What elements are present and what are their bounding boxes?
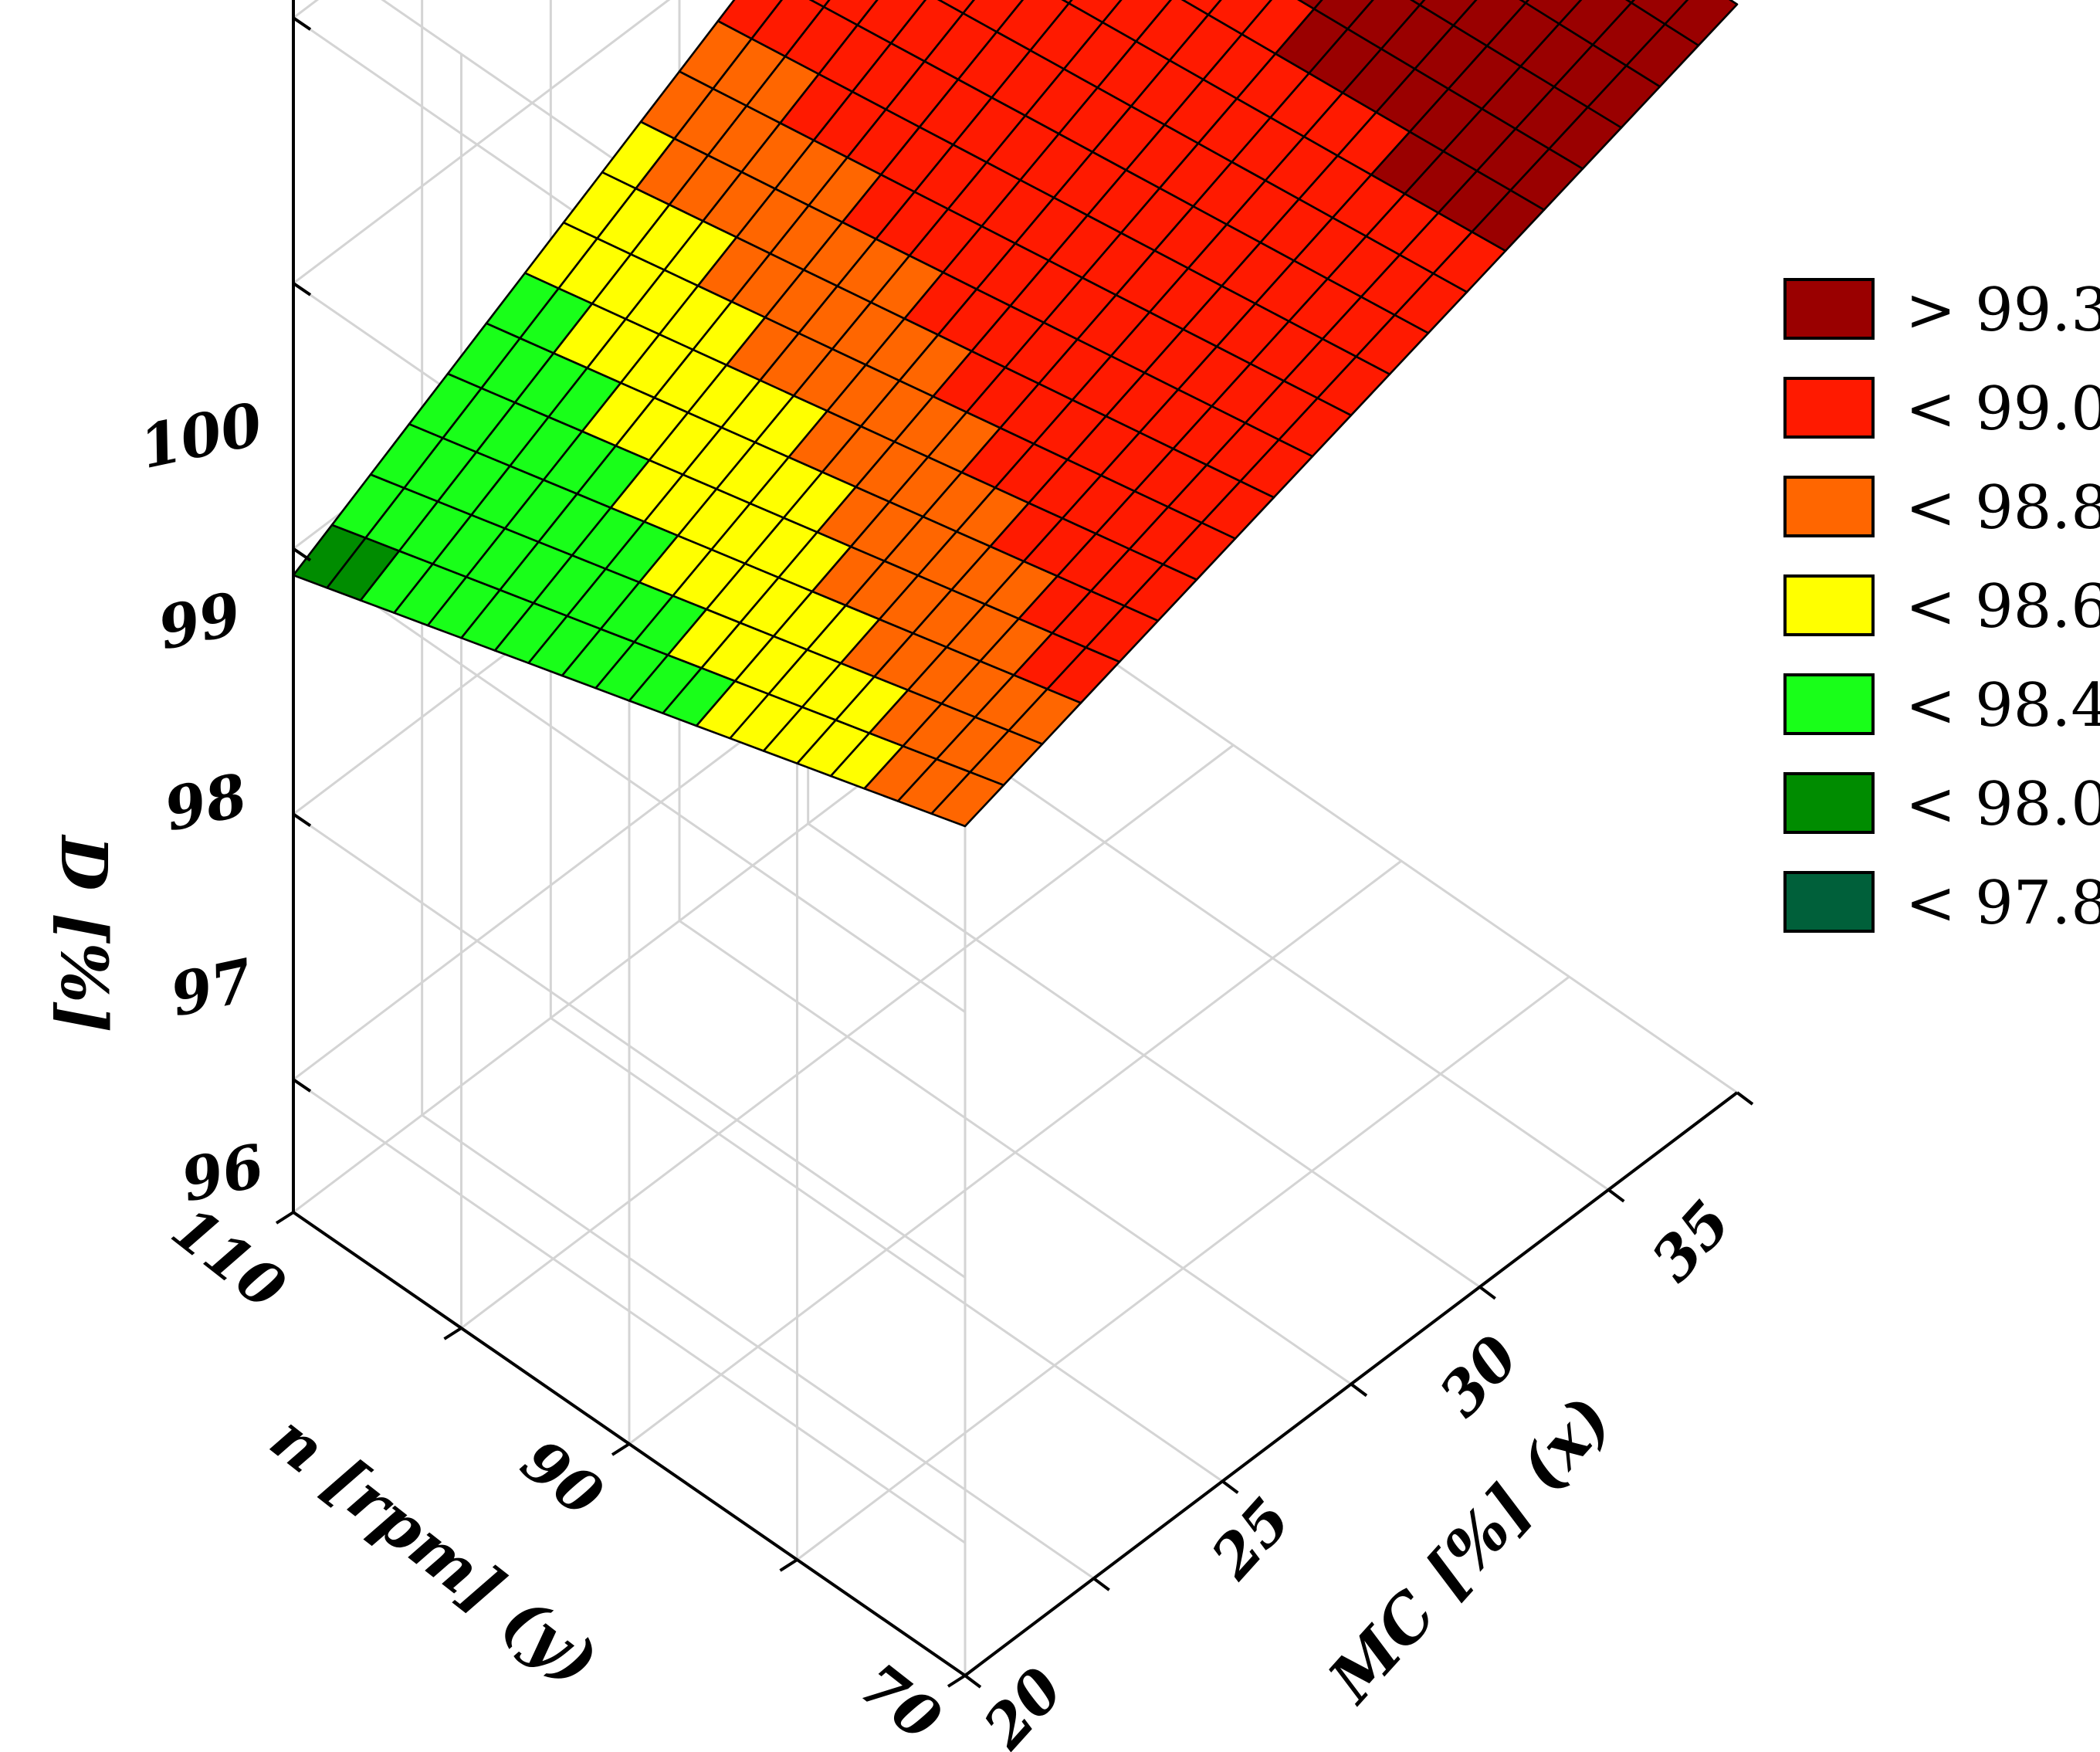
surface-cell: [1409, 0, 1426, 6]
surface-cell: [1519, 0, 1530, 5]
x-tick-mark: [1092, 1577, 1110, 1591]
legend-swatch: [1783, 377, 1875, 439]
surface-cell: [1061, 0, 1073, 5]
floor-grid-line: [550, 1017, 1224, 1483]
legend-label: < 98.0: [1905, 770, 2100, 839]
surface-cell: [1664, 0, 1739, 47]
y-tick-label-70: 70: [847, 1649, 953, 1752]
surface-cell: [1101, 0, 1172, 42]
legend-label: < 98.8: [1905, 473, 2100, 543]
surface-cell: [808, 0, 831, 8]
floor-grid-line: [807, 822, 1481, 1288]
z-axis-ticks: 100 99 98 97 96: [134, 389, 270, 1215]
z-tick-label-97: 97: [165, 946, 259, 1030]
z-tick-mark: [292, 16, 312, 31]
y-tick-mark: [611, 1442, 631, 1456]
x-tick-label-20: 20: [970, 1655, 1076, 1752]
surface-cell: [1558, 0, 1633, 46]
y-tick-mark: [779, 1558, 798, 1572]
x-tick-mark: [1607, 1188, 1625, 1203]
x-tick-mark: [1221, 1479, 1239, 1494]
x-axis-title: MC [%] (x): [1313, 1382, 1626, 1717]
wall-grid-line: [293, 1078, 966, 1544]
z-tick-label-100: 100: [134, 389, 269, 482]
surface-cell: [1068, 0, 1123, 24]
z-tick-mark: [292, 282, 312, 297]
surface-cell: [1418, 0, 1478, 27]
wall-grid-line: [293, 0, 671, 285]
response-surface: [292, 0, 1739, 828]
z-tick-label-99: 99: [153, 579, 247, 663]
floor-grid-line: [936, 725, 1610, 1191]
z-tick-mark: [292, 812, 312, 828]
y-tick-mark: [947, 1674, 967, 1688]
legend-swatch: [1783, 871, 1875, 933]
y-tick-label-110: 110: [159, 1193, 298, 1323]
legend-swatch: [1783, 476, 1875, 537]
surface-cell: [750, 0, 825, 58]
wall-grid-line: [293, 813, 966, 1279]
legend-label: < 97.8: [1905, 869, 2100, 938]
surface-cell: [716, 0, 783, 40]
floor-grid-line: [679, 920, 1352, 1385]
surface-cell: [1346, 0, 1421, 50]
surface-cell: [1135, 0, 1210, 62]
surface-cell: [1180, 0, 1222, 16]
floor-grid-line: [421, 1113, 1095, 1580]
x-tick-mark: [1736, 1091, 1754, 1106]
z-tick-label-96: 96: [176, 1131, 270, 1215]
y-tick-label-90: 90: [509, 1425, 615, 1530]
surface-cell: [1207, 0, 1272, 36]
z-tick-mark: [292, 1078, 312, 1093]
z-axis-title: D [%]: [46, 834, 120, 1032]
x-tick-label-25: 25: [1197, 1485, 1304, 1592]
surface-cell: [1452, 0, 1527, 47]
legend-label: > 99.3: [1905, 276, 2100, 345]
surface-cell: [822, 0, 879, 26]
legend-label: < 99.0: [1905, 374, 2100, 444]
surface-cell: [962, 0, 1025, 33]
x-tick-mark: [964, 1674, 982, 1689]
y-tick-mark: [443, 1327, 462, 1340]
x-tick-label-35: 35: [1638, 1188, 1744, 1294]
surface-cell: [1312, 0, 1374, 30]
z-tick-mark: [292, 547, 312, 562]
axis-lines: [275, 0, 1754, 1689]
legend-swatch: [1783, 574, 1875, 636]
x-tick-mark: [1478, 1286, 1496, 1300]
surface-cell: [937, 0, 975, 15]
floor-grid-line: [1065, 628, 1738, 1094]
surface-cell: [1524, 0, 1583, 25]
y-tick-mark: [275, 1211, 295, 1225]
surface-cell: [1297, 0, 1323, 10]
surface-cell: [1630, 0, 1689, 25]
legend-label: < 98.4: [1905, 671, 2100, 740]
surface-cell: [856, 0, 927, 45]
z-tick-label-98: 98: [159, 761, 253, 845]
x-tick-mark: [1350, 1382, 1368, 1398]
legend: > 99.3 < 99.0 < 98.8 < 98.6 < 98.4 < 98.0 < 97…: [1783, 276, 2100, 938]
legend-swatch: [1783, 772, 1875, 834]
surface-cell: [889, 0, 964, 63]
x-tick-label-30: 30: [1426, 1323, 1532, 1429]
wall-grid-line: [293, 547, 966, 1013]
surface-cell: [995, 0, 1070, 52]
legend-swatch: [1783, 673, 1875, 735]
legend-swatch: [1783, 278, 1875, 340]
legend-label: < 98.6: [1905, 572, 2100, 642]
surface-cell: [1625, 0, 1635, 4]
